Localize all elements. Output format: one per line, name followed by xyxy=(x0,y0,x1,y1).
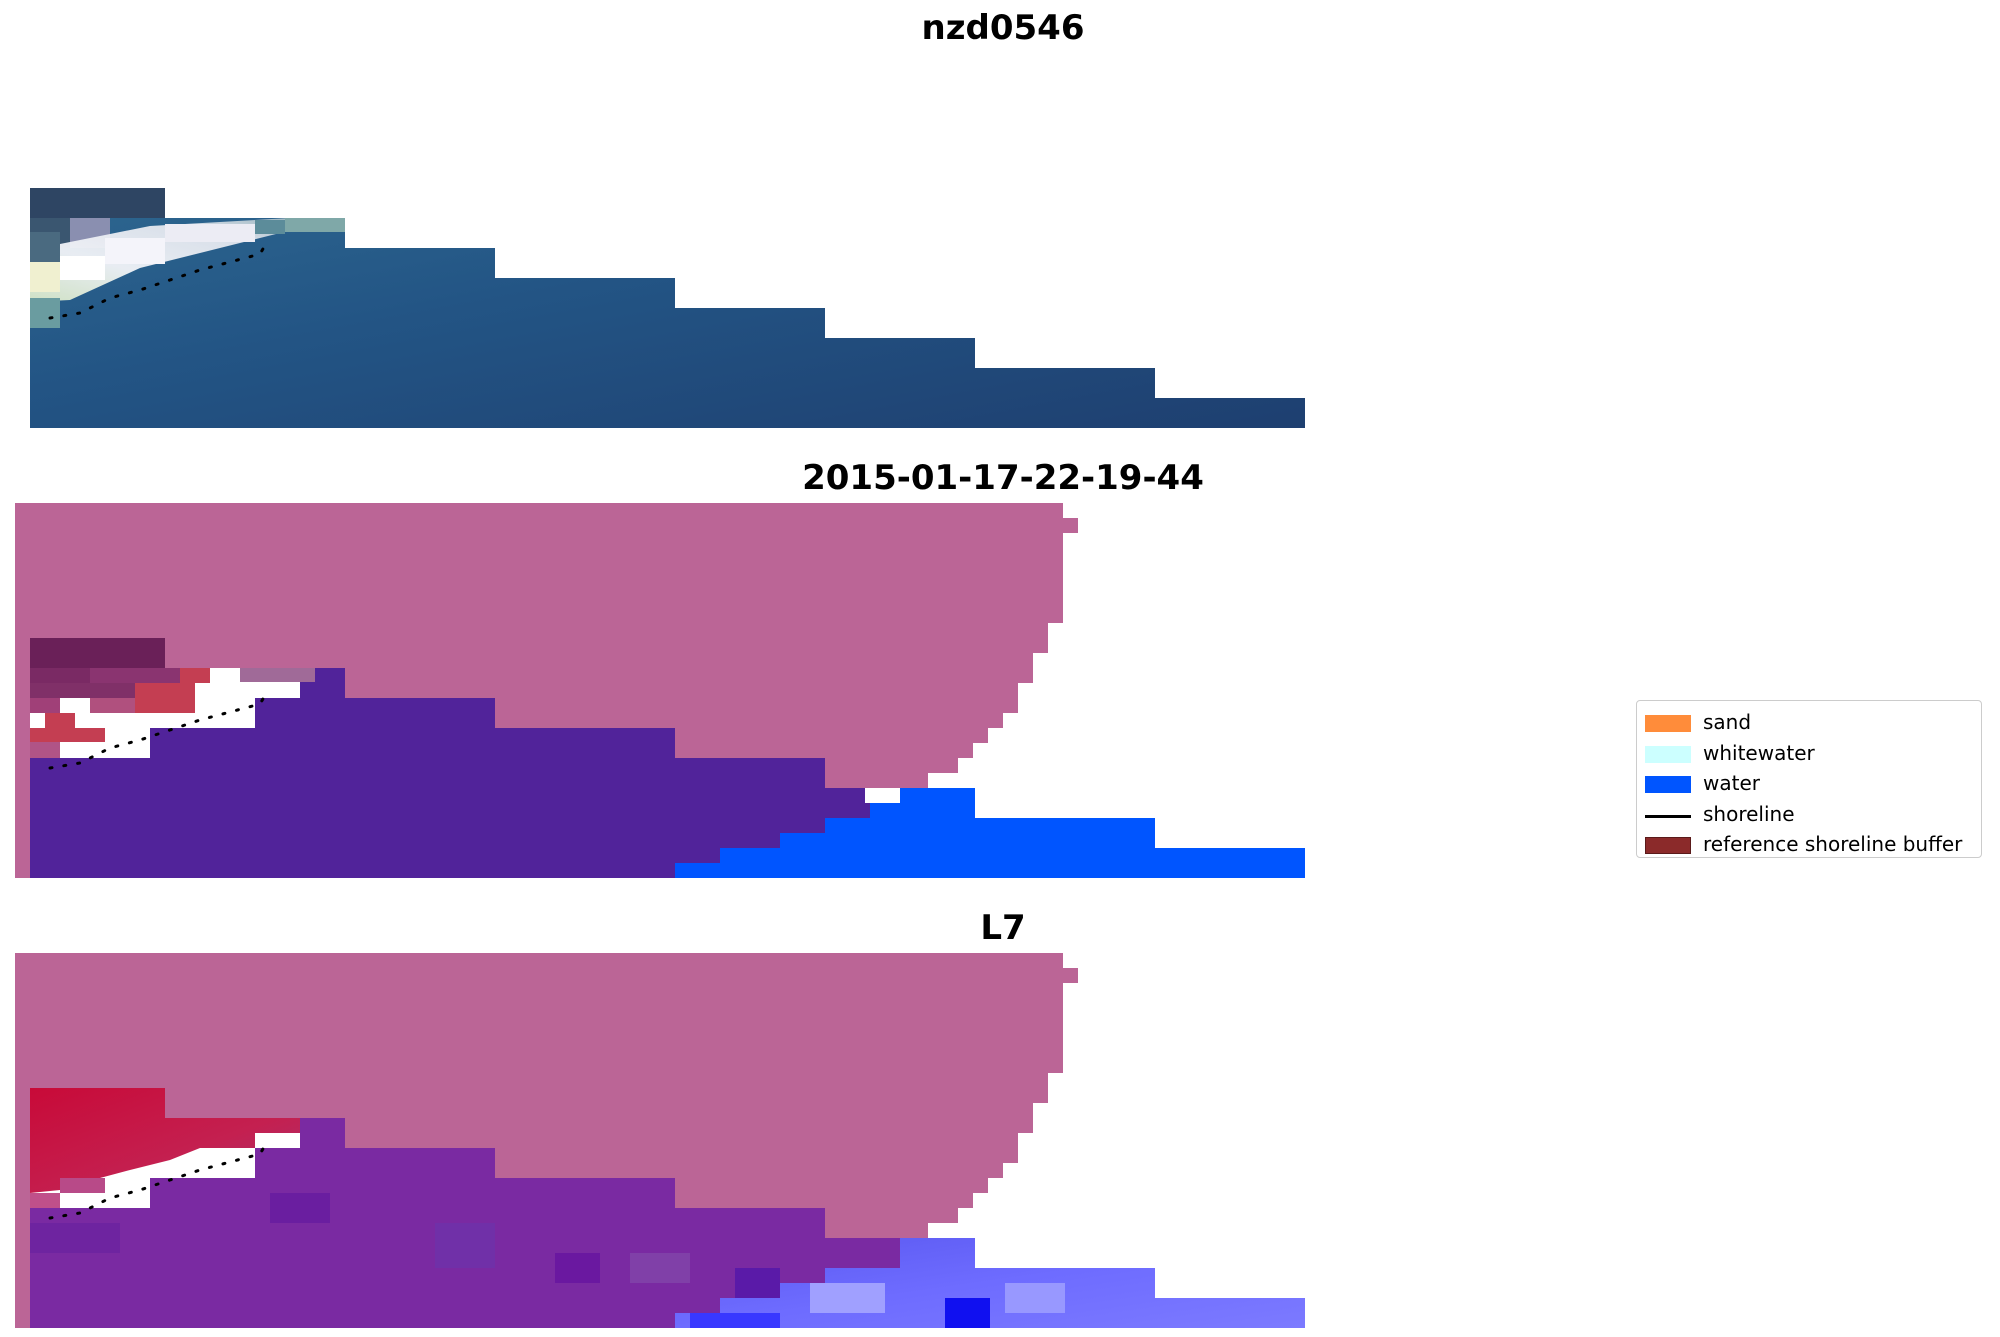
buffer-patch xyxy=(180,668,210,683)
nir-shoreline xyxy=(48,1138,270,1220)
panel-title-nir: L7 xyxy=(980,908,1026,948)
legend-label-shoreline: shoreline xyxy=(1703,801,1795,826)
classified-shoreline xyxy=(48,688,270,770)
panel-title-classified: 2015-01-17-22-19-44 xyxy=(802,458,1204,498)
classified-water-purple xyxy=(30,668,900,878)
legend-item-whitewater: whitewater xyxy=(1637,738,1981,769)
classified-mask-region xyxy=(15,503,1078,878)
legend-item-sand: sand xyxy=(1637,707,1981,738)
nir-red-patch xyxy=(30,1088,300,1193)
legend-label-reference-buffer: reference shoreline buffer xyxy=(1703,832,1963,856)
buffer-patch xyxy=(135,683,195,713)
rgb-shoreline xyxy=(48,238,270,320)
rgb-land-block xyxy=(30,188,165,218)
legend-label-whitewater: whitewater xyxy=(1703,740,1815,765)
whitewater-swatch xyxy=(1645,745,1691,763)
rgb-water-area xyxy=(30,188,1305,428)
legend-item-shoreline: shoreline xyxy=(1637,799,1981,830)
nir-mask-region xyxy=(15,953,1078,1328)
legend: sand whitewater water shoreline referenc… xyxy=(1636,700,1982,858)
rgb-image-panel xyxy=(30,188,1305,428)
sand-swatch xyxy=(1645,715,1691,732)
buffer-swatch xyxy=(1645,837,1691,854)
legend-item-reference-buffer: reference shoreline buffer xyxy=(1637,829,1981,860)
nir-image-panel xyxy=(15,953,1305,1328)
water-swatch xyxy=(1645,776,1691,793)
legend-label-water: water xyxy=(1703,771,1760,795)
classified-image-panel xyxy=(15,503,1305,878)
shoreline-line-icon xyxy=(1645,814,1691,818)
classified-water-blue xyxy=(675,788,1305,878)
legend-label-sand: sand xyxy=(1703,710,1752,734)
panel-title-rgb: nzd0546 xyxy=(921,8,1085,48)
legend-item-water: water xyxy=(1637,768,1981,799)
